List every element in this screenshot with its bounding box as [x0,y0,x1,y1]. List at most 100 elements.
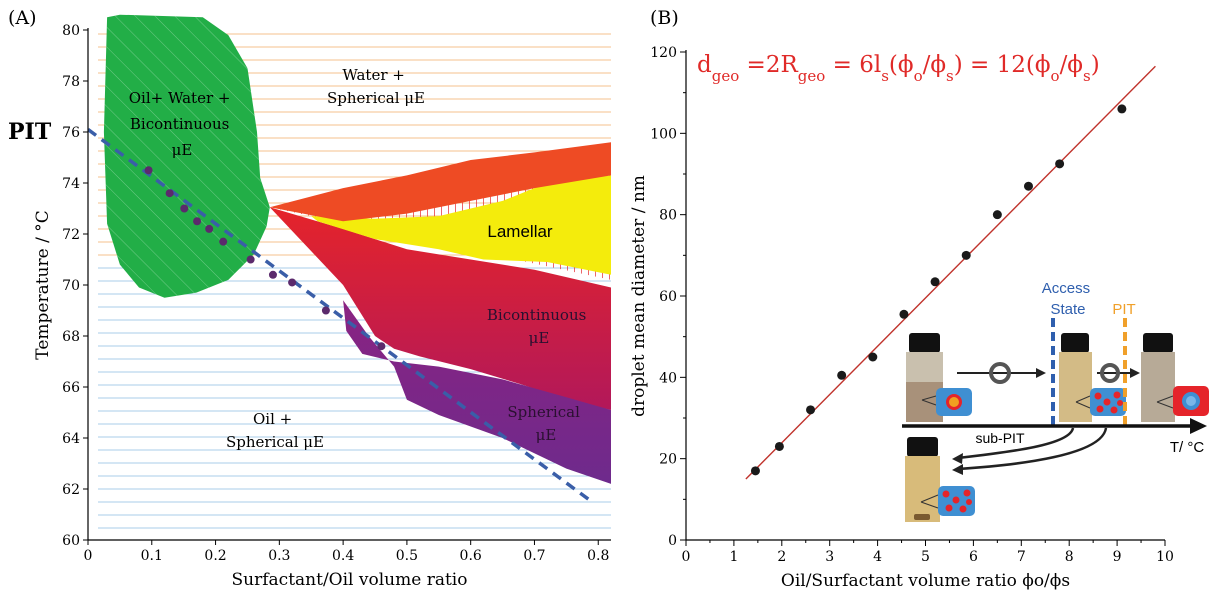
region-label-bicontinuous: Bicontinuous μE [487,306,591,347]
a-x-tick-label: 0.2 [204,548,226,564]
emulsion-bubble-pit [1156,386,1209,416]
b-data-point [961,250,971,260]
a-x-tick-label: 0.3 [268,548,290,564]
region-label-oil-spherical: Oil + Spherical μE [226,410,324,451]
emulsion-bubble-initial [921,388,972,416]
pit-inset: Access State PIT T/ °C sub-PIT [902,280,1209,522]
b-x-axis-label: Oil/Surfactant volume ratio ϕo/ϕs [781,571,1070,591]
access-state-label: Access State [1042,280,1095,318]
b-data-point [868,352,878,362]
panel-a: (A) 60 62 64 66 68 70 72 74 76 78 80 0 0.1 0.2 0.3 0.4 0… [8,7,611,590]
b-x-tick-label: 7 [1017,549,1026,565]
a-x-tick-label: 0.1 [141,548,163,564]
pit-label: PIT [8,119,52,145]
a-y-tick-label: 62 [62,482,80,498]
b-fit-line [745,65,1156,480]
b-data-point [992,210,1002,220]
b-y-tick-label: 100 [650,126,677,142]
b-data-point [837,370,847,380]
region-green-texture [103,14,270,298]
a-data-point [219,237,228,246]
a-data-point [288,278,297,287]
b-y-tick-label: 60 [659,289,677,305]
b-y-tick-label: 0 [668,533,677,549]
region-spherical [343,300,611,484]
equation: dgeo =2Rgeo = 6ls(ϕo/ϕs) = 12(ϕo/ϕs) [697,52,1100,85]
b-data-point [899,309,909,319]
a-y-tick-label: 72 [62,227,80,243]
a-y-tick-label: 78 [62,74,80,90]
a-phase-regions [103,14,611,484]
b-data-point [930,277,940,287]
b-x-tick-label: 1 [729,549,738,565]
a-data-point [193,217,202,226]
a-y-axis-label: Temperature / °C [33,210,53,359]
panel-a-label: (A) [8,7,37,29]
b-data-point [774,441,784,451]
pit-inset-label: PIT [1112,301,1135,318]
b-data-points [750,104,1127,476]
quench-arrows [952,427,1108,475]
a-data-point [165,189,174,198]
a-data-point [377,342,386,351]
panel-b: (B) 0 20 40 60 80 100 120 0 1 2 3 4 5 6 7 8 9 10 Oil/Surfa… [629,7,1209,591]
b-x-tick-label: 2 [777,549,786,565]
b-x-tick-label: 0 [682,549,691,565]
b-y-tick-label: 80 [659,208,677,224]
b-axes: 0 20 40 60 80 100 120 0 1 2 3 4 5 6 7 8 9 10 Oil/Surfactan… [629,45,1174,591]
b-y-tick-label: 120 [650,45,677,61]
a-x-tick-label: 0.7 [523,548,545,564]
region-upper-band [269,142,611,222]
a-y-tick-label: 66 [62,380,80,396]
vial-pit [1141,333,1175,422]
a-data-point [246,255,255,264]
a-data-point [268,270,277,279]
a-axes: 60 62 64 66 68 70 72 74 76 78 80 0 0.1 0.2 0.3 0.4 0.5 0.… [33,23,611,590]
heating-arrow-2 [1097,363,1140,383]
b-x-tick-label: 3 [825,549,834,565]
b-x-tick-label: 4 [873,549,882,565]
vial-sub-pit [905,437,940,522]
sub-pit-label: sub-PIT [975,430,1024,446]
heating-arrow-1 [957,362,1046,384]
a-y-tick-label: 70 [62,278,80,294]
b-x-tick-label: 10 [1156,549,1174,565]
region-label-lamellar: Lamellar [487,222,553,241]
region-label-spherical: Spherical μE [507,403,584,444]
fit-line [745,65,1156,480]
a-data-point [321,306,330,315]
region-bicontinuous [269,207,611,410]
emulsion-bubble-sub-pit [920,486,975,516]
a-y-tick-label: 80 [62,23,80,39]
a-y-tick-label: 60 [62,533,80,549]
a-data-point [144,166,153,175]
t-axis-label: T/ °C [1170,439,1204,456]
a-x-tick-label: 0.8 [587,548,609,564]
region-label-water-spherical: Water + Spherical μE [327,66,425,107]
b-x-tick-label: 5 [921,549,930,565]
a-y-tick-label: 64 [62,431,80,447]
a-x-axis-label: Surfactant/Oil volume ratio [232,570,468,590]
a-x-tick-label: 0.4 [332,548,354,564]
b-x-tick-label: 8 [1065,549,1074,565]
vial-access [1059,333,1092,422]
panel-b-label: (B) [650,7,679,29]
b-data-point [806,405,816,415]
b-y-tick-label: 20 [659,452,677,468]
b-data-point [1055,159,1065,169]
a-x-tick-label: 0 [84,548,93,564]
region-lamellar [311,175,611,275]
a-x-tick-label: 0.5 [396,548,418,564]
a-y-tick-label: 68 [62,329,80,345]
a-data-points [144,166,386,351]
a-x-tick-label: 0.6 [460,548,482,564]
emulsion-bubble-access [1075,388,1126,416]
b-y-tick-label: 40 [659,370,677,386]
b-data-point [1023,181,1033,191]
temperature-axis-arrow [902,418,1207,434]
b-data-point [1117,104,1127,114]
a-data-point [205,224,214,233]
vial-initial [906,333,943,422]
b-x-tick-label: 6 [969,549,978,565]
